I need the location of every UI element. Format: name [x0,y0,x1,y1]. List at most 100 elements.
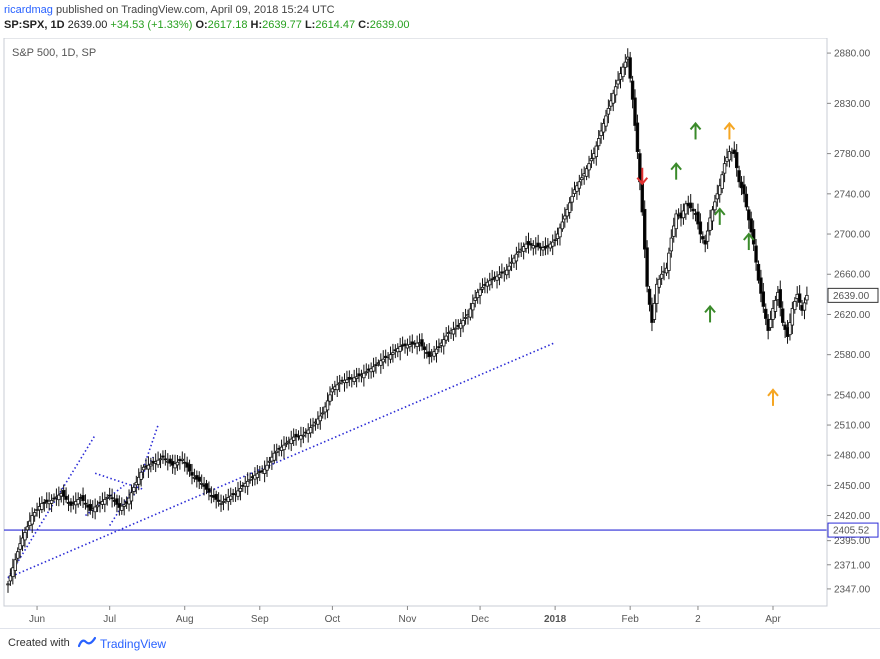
candle-body [451,329,456,335]
candle-body [747,209,751,221]
candle-body [265,464,269,471]
candle-body [659,273,664,279]
candle-body [289,438,293,445]
candle-body [727,151,732,161]
candle-body [529,243,533,246]
symbol-label: SP:SPX, 1D [4,19,65,31]
candle-body [110,497,114,500]
arrow-up-icon [743,232,755,251]
candle-body [95,504,100,508]
candle-body [768,319,773,328]
candle-body [444,335,448,341]
candle-body [734,152,739,169]
arrow-head [713,207,726,216]
chart-title: S&P 500, 1D, SP [12,47,96,59]
candle-body [737,170,741,183]
candle-body [543,246,548,249]
candle-body [599,130,603,137]
price-chart[interactable]: 2347.00 2371.00 2395.00 2420.00 2450.00 2480.… [0,38,880,628]
candle-body [495,275,499,281]
y-tick-label: 2450.00 [834,481,871,492]
plot-area[interactable] [3,38,828,607]
x-tick-label: Feb [622,614,640,625]
tradingview-logo-icon[interactable] [78,635,96,649]
candle-body [204,483,209,490]
publish-info: ricardmag published on TradingView.com, … [4,3,335,17]
candle-body [434,348,439,354]
x-tick-label: Jun [29,614,45,625]
candle-body [558,227,562,238]
candle-body [197,476,201,482]
candle-body [40,503,44,510]
candle-body [129,492,134,502]
candle-body [761,291,766,307]
candle-body [354,376,359,379]
candle-body [76,499,80,505]
candle-body [601,123,606,133]
candle-body [744,193,749,208]
x-tick-label: Nov [399,614,417,625]
candle-body [173,463,177,469]
candle-body [553,239,557,242]
candle-body [23,532,27,541]
candle-body [248,478,252,481]
candle-body [52,497,56,500]
last-price-label: 2639.00 [833,291,870,302]
candle-body [742,184,746,195]
chart-header: ricardmag published on TradingView.com, … [0,0,880,38]
candle-body [473,297,477,301]
candle-body [596,138,601,147]
candle-body [454,327,458,330]
candle-body [463,317,468,319]
candle-body [158,458,163,461]
candle-body [655,283,659,305]
candle-body [674,213,678,230]
arrow-head [723,121,736,131]
candle-body [514,253,519,262]
candle-body [507,265,511,271]
author-link[interactable]: ricardmag [4,4,53,16]
candle-body [25,526,30,531]
candle-body [764,308,768,319]
candle-body [362,372,366,379]
y-axis[interactable]: 2347.00 2371.00 2395.00 2420.00 2450.00 2480.… [827,49,879,596]
candle-body [657,278,661,288]
low-value: 2614.47 [315,19,356,31]
candle-body [705,230,710,242]
x-tick-label: Sep [251,614,269,625]
candle-body [567,202,572,213]
candle-body [773,299,778,312]
candle-body [301,434,306,437]
y-tick-label: 2780.00 [834,149,871,160]
x-tick-label: Oct [325,614,341,625]
candle-body [255,473,260,478]
y-tick-label: 2540.00 [834,390,871,401]
candle-body [57,494,61,501]
candle-body [616,79,620,85]
candle-body [13,559,17,571]
candle-body [604,115,608,127]
candle-body [262,468,267,474]
candle-body [754,245,758,263]
candle-body [199,482,204,485]
candle-body [642,208,647,250]
arrow-up-icon [767,388,779,406]
arrow-head [767,388,779,397]
candle-body [713,201,717,211]
candle-body [15,551,20,559]
candle-body [398,346,402,352]
candle-body [139,471,143,480]
y-tick-label: 2620.00 [834,310,871,321]
candle-body [526,241,531,245]
candle-body [478,289,482,296]
tradingview-brand-link[interactable]: TradingView [100,637,167,651]
arrow-head [704,304,716,314]
candle-body [672,225,676,237]
candle-body [388,354,393,360]
candle-body [238,487,243,492]
candle-body [316,418,320,425]
candle-body [749,218,753,233]
candle-body [580,177,584,181]
candle-body [122,504,126,507]
x-axis[interactable]: Jun Jul Aug Sep Oct Nov Dec 2018 Feb 2 Apr [29,606,781,625]
